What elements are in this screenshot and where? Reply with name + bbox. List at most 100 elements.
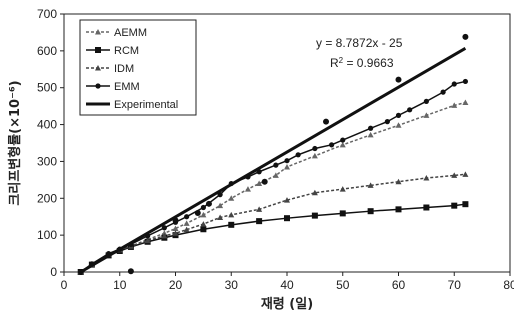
data-point [217,202,224,209]
data-point [451,172,458,178]
data-point [340,137,346,143]
data-point [161,225,167,231]
data-point [384,119,390,125]
x-tick-label: 60 [392,278,406,292]
data-point [311,212,318,219]
scatter-layer [127,33,469,275]
data-point [367,208,374,215]
y-tick-label: 100 [37,228,57,242]
x-axis-ticks: 0 10 20 30 40 50 60 70 80 [61,272,514,292]
data-point [273,162,279,168]
measured-point [172,217,179,224]
data-point [183,226,190,233]
y-tick-label: 500 [37,81,57,95]
data-point [339,141,346,148]
x-tick-label: 20 [169,278,183,292]
measured-point [462,33,469,40]
measured-point [127,268,134,275]
data-point [451,102,458,108]
y-tick-label: 400 [37,118,57,132]
data-point [329,142,335,148]
data-point [284,215,290,222]
data-point [462,99,469,105]
data-point [256,218,263,225]
legend-label: RCM [114,45,139,57]
series-experimental [79,46,467,274]
data-point [311,152,318,159]
data-point [272,172,279,178]
data-point [462,171,469,177]
data-point [284,197,290,203]
data-point [395,178,402,185]
x-tick-label: 80 [503,278,514,292]
data-point [339,186,346,192]
legend-label: AEMM [114,27,147,39]
series-layer [77,46,469,275]
data-point [451,81,457,87]
legend-label: Experimental [114,99,178,111]
data-point [161,232,168,239]
legend-items: AEMM RCM IDM EMM Experimental [86,27,178,111]
x-tick-label: 0 [61,278,68,292]
data-point [228,211,235,218]
data-point [440,89,446,95]
data-point [200,221,207,227]
data-point [312,145,318,152]
legend-item: AEMM [86,27,147,39]
data-point [183,220,190,226]
data-point [395,122,402,128]
data-point [368,125,374,131]
data-point [144,237,151,244]
data-point [228,195,235,201]
legend-item: Experimental [86,99,178,111]
data-point [228,221,235,228]
y-tick-label: 0 [50,265,57,279]
data-point [256,206,263,212]
x-axis-title: 재령 (일) [261,297,313,312]
legend: AEMM RCM IDM EMM Experimental [79,19,197,116]
data-point [395,206,402,213]
data-point [462,201,469,208]
data-point [284,163,290,170]
data-point [200,211,207,218]
data-point [367,131,374,138]
data-point [423,175,430,181]
data-point [200,226,207,233]
measured-point [395,76,402,83]
legend-swatch-marker [95,65,101,71]
data-point [367,182,374,188]
regression-equation: y = 8.7872x - 25 [316,36,403,50]
y-axis-title: 크리프변형률(×10⁻⁶) [7,80,23,205]
x-tick-label: 70 [448,278,462,292]
x-tick-label: 30 [225,278,239,292]
x-tick-label: 10 [113,278,127,292]
y-tick-label: 700 [37,7,57,21]
data-point [423,98,429,104]
x-tick-label: 40 [280,278,294,292]
series-line [79,46,467,274]
data-point [256,180,263,187]
data-point [423,204,430,211]
data-point [462,78,468,85]
data-point [184,214,190,220]
legend-item: IDM [86,63,134,75]
r-squared-label: R2 = 0.9663 [330,56,394,71]
x-tick-label: 50 [336,278,350,292]
data-point [451,202,458,209]
data-point [172,230,179,236]
data-point [284,158,290,164]
legend-item: EMM [86,81,140,93]
legend-swatch-marker [95,47,101,53]
data-point [423,112,430,118]
measured-point [205,200,212,207]
data-point [311,189,318,196]
y-tick-label: 300 [37,154,57,168]
legend-label: EMM [114,81,140,93]
data-point [395,112,402,118]
y-axis-ticks: 0 100 200 300 400 500 600 700 [37,7,64,279]
series-line [80,80,466,273]
legend-swatch-marker [95,83,101,89]
data-point [172,225,179,232]
data-point [200,204,206,211]
